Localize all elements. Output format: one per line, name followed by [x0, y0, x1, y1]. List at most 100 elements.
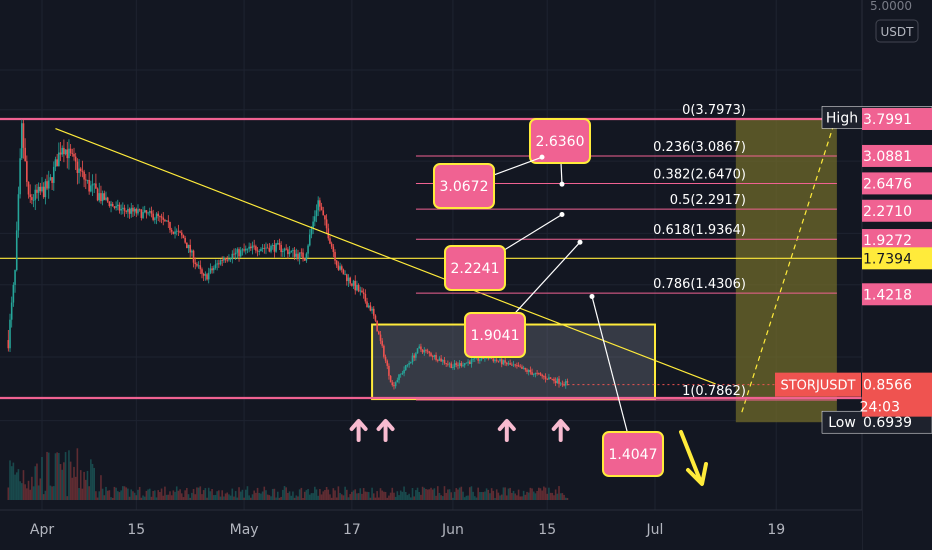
volume-bar — [310, 493, 313, 500]
candle-body — [270, 245, 272, 252]
volume-bar — [12, 462, 15, 500]
volume-bar — [452, 497, 454, 500]
candle-body — [76, 161, 79, 173]
candle-body — [303, 258, 306, 261]
volume-bar — [86, 470, 89, 500]
volume-bar — [378, 497, 380, 500]
symbol-label: STORJUSDT — [780, 379, 855, 394]
callout-anchor — [539, 154, 545, 160]
candle-body — [155, 213, 158, 219]
volume-bar — [169, 491, 171, 500]
volume-bar — [49, 485, 52, 500]
volume-bar — [359, 488, 362, 500]
volume-bar — [266, 494, 269, 500]
volume-bar — [410, 497, 412, 500]
candle-body — [71, 153, 74, 155]
candle-body — [549, 377, 552, 379]
volume-bar — [46, 451, 48, 500]
candle-body — [44, 181, 47, 198]
volume-bar — [494, 497, 496, 500]
time-axis-bg — [0, 510, 862, 550]
candle-body — [90, 185, 92, 192]
volume-bar — [182, 497, 185, 500]
candle-body — [290, 250, 293, 252]
candle-body — [282, 251, 284, 253]
candle-body — [435, 355, 437, 360]
candle-body — [15, 230, 18, 271]
candle-body — [474, 357, 476, 359]
volume-bar — [389, 492, 392, 500]
volume-bar — [287, 492, 289, 500]
price-axis[interactable]: 5.0000USDT1.0000High3.83303.79913.08812.… — [567, 0, 932, 550]
volume-bar — [563, 494, 565, 500]
volume-bar — [329, 494, 331, 500]
volume-bar — [511, 492, 513, 500]
volume-bar — [448, 489, 451, 500]
candle-body — [111, 203, 114, 207]
up-arrow-icon — [551, 419, 570, 442]
axis-label-value: 2.2710 — [863, 204, 912, 220]
candle-body — [536, 372, 538, 374]
candle-body — [329, 238, 331, 244]
candle-body — [403, 369, 405, 374]
candle-body — [502, 360, 505, 365]
candle-body — [108, 201, 111, 206]
volume-bar — [159, 491, 161, 500]
candle-body — [534, 372, 537, 375]
volume-bar — [288, 491, 291, 500]
candle-body — [17, 194, 20, 231]
volume-bar — [20, 483, 23, 500]
candle-body — [116, 204, 119, 207]
chart-grid — [0, 0, 862, 510]
volume-bar — [536, 490, 538, 500]
volume-bar — [408, 493, 410, 500]
volume-bar — [160, 488, 163, 500]
volume-bar — [199, 486, 202, 500]
volume-bar — [64, 452, 67, 500]
currency-badge — [875, 19, 919, 43]
candle-body — [556, 378, 559, 384]
candle-body — [426, 350, 429, 352]
volume-bar — [29, 489, 32, 500]
volume-bar — [411, 487, 414, 500]
volume-bar — [480, 492, 483, 500]
volume-bar — [170, 495, 173, 500]
fib-label: 0.382(2.6470) — [653, 167, 746, 182]
axis-label-value: 3.0881 — [863, 149, 912, 165]
candle-body — [388, 365, 390, 376]
volume-bar — [484, 491, 486, 500]
candle-body — [88, 179, 90, 192]
time-axis[interactable]: Apr 15 May 17 Jun 15 Jul 19 — [0, 509, 862, 550]
volume-bar — [71, 477, 74, 500]
candle-body — [465, 362, 468, 364]
volume-bar — [438, 492, 441, 500]
candle-body — [381, 340, 383, 346]
candle-body — [137, 209, 139, 214]
candle-body — [64, 149, 67, 155]
candle-body — [226, 259, 229, 261]
volume-bar — [10, 466, 13, 500]
volume-bar — [406, 495, 409, 500]
candle-body — [479, 359, 481, 361]
candle-body — [416, 348, 419, 354]
volume-bar — [125, 487, 128, 500]
volume-bar — [292, 491, 294, 500]
candle-body — [69, 148, 72, 154]
candle-body — [285, 248, 287, 250]
candle-body — [458, 363, 461, 366]
volume-bar — [145, 490, 148, 500]
volume-bar — [418, 491, 421, 500]
volume-bar — [123, 486, 126, 500]
volume-bar — [295, 495, 298, 500]
volume-bar — [7, 487, 10, 500]
candle-body — [202, 273, 205, 276]
volume-bars — [7, 448, 569, 500]
volume-bar — [36, 463, 38, 500]
candle-body — [103, 193, 106, 200]
volume-bar — [228, 494, 230, 500]
volume-bar — [58, 452, 60, 500]
candle-body — [192, 250, 195, 263]
candle-body — [532, 374, 535, 375]
candle-body — [346, 274, 348, 282]
